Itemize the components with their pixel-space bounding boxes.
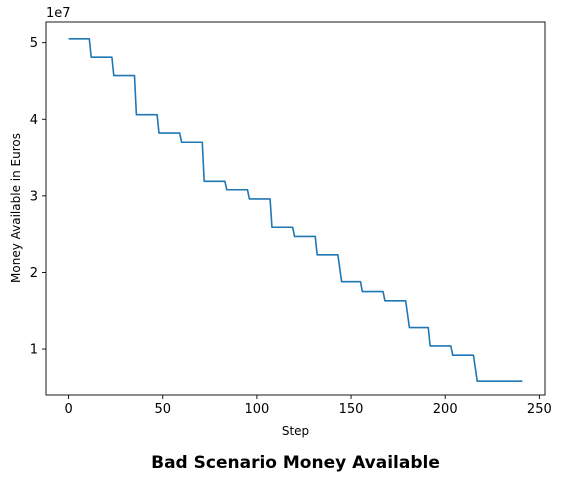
x-tick-label: 100 [244, 402, 269, 417]
y-tick-label: 5 [30, 36, 38, 51]
y-tick-label: 4 [30, 113, 38, 128]
x-tick-label: 250 [527, 402, 552, 417]
y-tick-label: 3 [30, 189, 38, 204]
plot-area [46, 22, 545, 395]
x-axis-label: Step [282, 424, 309, 438]
x-tick-label: 200 [433, 402, 458, 417]
y-axis-ticks: 1 2 3 4 5 [30, 36, 46, 358]
y-tick-label: 1 [30, 343, 38, 358]
x-axis-ticks: 0 50 100 150 200 250 [64, 395, 552, 417]
x-tick-label: 0 [64, 402, 72, 417]
y-axis-label: Money Available in Euros [9, 133, 23, 283]
y-tick-label: 2 [30, 266, 38, 281]
plot-frame [45, 21, 546, 396]
x-tick-label: 150 [339, 402, 364, 417]
chart-title: Bad Scenario Money Available [151, 453, 440, 473]
money-available-line [68, 38, 523, 383]
y-offset-label: 1e7 [46, 6, 71, 21]
x-tick-label: 50 [154, 402, 171, 417]
